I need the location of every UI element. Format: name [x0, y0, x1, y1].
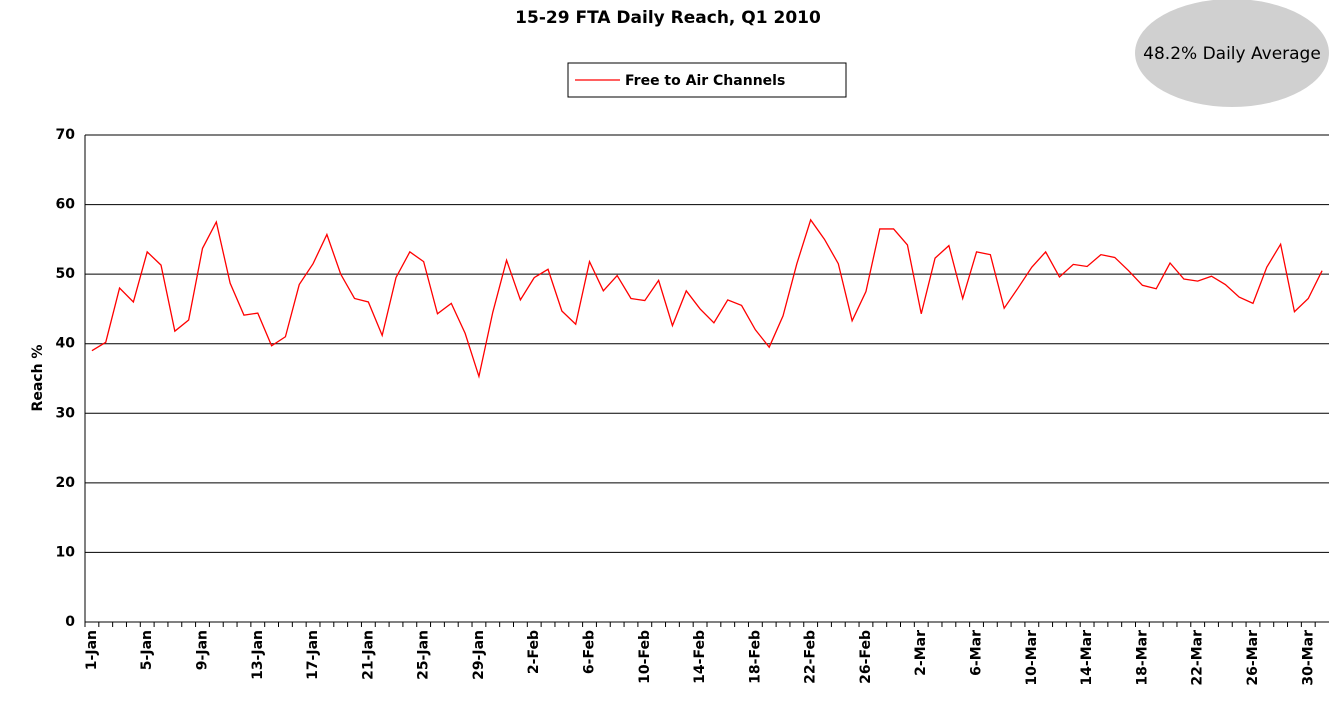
y-tick-label: 10: [56, 544, 76, 560]
x-tick-label: 21-Jan: [360, 630, 376, 680]
y-tick-label: 60: [56, 197, 76, 213]
annotation-bubble: [1135, 0, 1329, 107]
y-tick-label: 50: [56, 266, 76, 282]
x-tick-label: 6-Mar: [969, 630, 985, 676]
legend-label: Free to Air Channels: [625, 73, 785, 89]
x-tick-label: 10-Feb: [637, 630, 653, 684]
y-tick-label: 20: [56, 475, 76, 491]
x-tick-label: 17-Jan: [305, 630, 321, 680]
x-tick-label: 14-Feb: [692, 630, 708, 684]
x-tick-label: 22-Mar: [1190, 630, 1206, 686]
y-tick-label: 70: [56, 127, 76, 143]
x-tick-label: 26-Mar: [1245, 630, 1261, 686]
x-tick-label: 18-Mar: [1134, 630, 1150, 686]
x-tick-label: 26-Feb: [858, 630, 874, 684]
x-tick-label: 9-Jan: [194, 630, 210, 670]
annotation: 48.2% Daily Average: [1143, 44, 1321, 64]
x-tick-label: 2-Mar: [913, 630, 929, 676]
y-tick-label: 0: [65, 614, 75, 630]
y-axis-label: Reach %: [30, 345, 46, 412]
x-tick-label: 29-Jan: [471, 630, 487, 680]
chart-title: 15-29 FTA Daily Reach, Q1 2010: [515, 8, 821, 28]
x-tick-label: 1-Jan: [84, 630, 100, 670]
x-tick-label: 13-Jan: [250, 630, 266, 680]
x-tick-label: 6-Feb: [582, 630, 598, 674]
x-tick-label: 25-Jan: [416, 630, 432, 680]
x-tick-label: 22-Feb: [803, 630, 819, 684]
x-tick-label: 2-Feb: [526, 630, 542, 674]
x-tick-label: 14-Mar: [1079, 630, 1095, 686]
x-tick-label: 18-Feb: [747, 630, 763, 684]
x-tick-label: 30-Mar: [1300, 630, 1316, 686]
y-tick-label: 40: [56, 336, 76, 352]
x-tick-label: 10-Mar: [1024, 630, 1040, 686]
line: [91, 218, 1323, 379]
x-tick-label: 5-Jan: [139, 630, 155, 670]
y-tick-label: 30: [56, 405, 76, 421]
